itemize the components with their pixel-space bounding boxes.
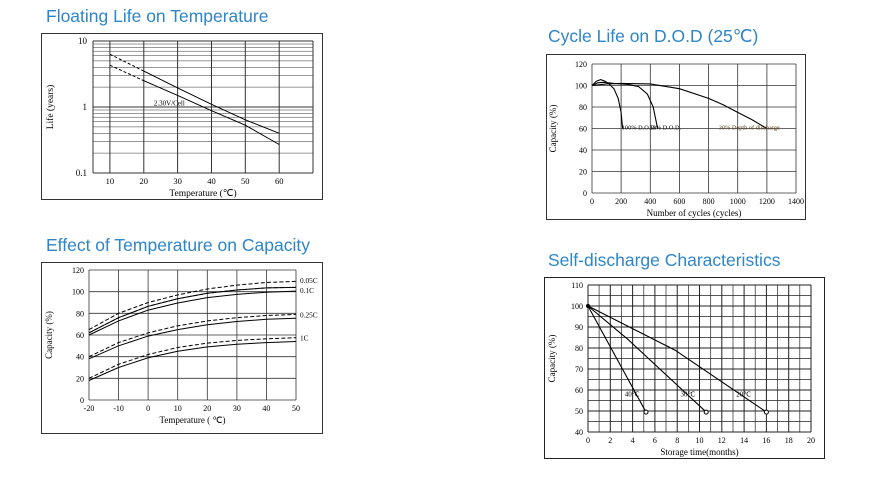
svg-text:20: 20 xyxy=(807,436,815,445)
svg-text:800: 800 xyxy=(703,197,715,206)
svg-text:40℃: 40℃ xyxy=(625,390,640,398)
svg-text:0.05C: 0.05C xyxy=(300,276,318,285)
svg-text:4: 4 xyxy=(631,436,635,445)
svg-text:40: 40 xyxy=(76,353,84,362)
svg-text:Storage time(months): Storage time(months) xyxy=(660,447,738,457)
svg-text:0: 0 xyxy=(586,436,590,445)
svg-text:0.1: 0.1 xyxy=(76,168,87,178)
svg-text:Number of cycles (cycles): Number of cycles (cycles) xyxy=(647,208,742,218)
svg-text:60: 60 xyxy=(575,386,583,395)
svg-text:20: 20 xyxy=(140,176,149,186)
svg-text:10: 10 xyxy=(696,436,704,445)
svg-text:50: 50 xyxy=(292,404,300,413)
svg-text:100: 100 xyxy=(575,82,587,91)
svg-text:110: 110 xyxy=(571,281,583,290)
svg-text:20: 20 xyxy=(203,404,211,413)
svg-text:20: 20 xyxy=(579,168,587,177)
svg-text:8: 8 xyxy=(675,436,679,445)
svg-text:60: 60 xyxy=(579,125,587,134)
svg-text:600: 600 xyxy=(673,197,685,206)
svg-text:0: 0 xyxy=(590,197,594,206)
svg-text:60: 60 xyxy=(76,331,84,340)
svg-text:1400: 1400 xyxy=(788,197,804,206)
svg-text:30% Depth of discharge: 30% Depth of discharge xyxy=(719,125,780,132)
svg-text:10: 10 xyxy=(78,36,88,46)
svg-text:Capacity (%): Capacity (%) xyxy=(44,311,54,359)
svg-text:40: 40 xyxy=(575,428,583,437)
svg-text:80: 80 xyxy=(579,103,587,112)
svg-text:1: 1 xyxy=(83,102,88,112)
svg-text:Temperature ( ℃): Temperature ( ℃) xyxy=(160,415,226,425)
svg-text:50: 50 xyxy=(241,176,250,186)
svg-text:50% D.O.D.: 50% D.O.D. xyxy=(650,125,682,132)
svg-text:12: 12 xyxy=(718,436,726,445)
svg-text:1200: 1200 xyxy=(759,197,775,206)
svg-text:1000: 1000 xyxy=(730,197,746,206)
svg-text:30: 30 xyxy=(173,176,182,186)
svg-text:200: 200 xyxy=(615,197,627,206)
svg-text:Capacity (%): Capacity (%) xyxy=(547,335,557,383)
svg-text:20: 20 xyxy=(76,374,84,383)
svg-text:30℃: 30℃ xyxy=(681,390,696,398)
svg-text:100: 100 xyxy=(72,288,84,297)
svg-text:0.1C: 0.1C xyxy=(300,286,314,295)
svg-text:70: 70 xyxy=(575,365,583,374)
svg-text:Temperature (℃): Temperature (℃) xyxy=(169,188,236,199)
svg-text:-10: -10 xyxy=(113,404,124,413)
svg-text:16: 16 xyxy=(762,436,770,445)
svg-text:18: 18 xyxy=(785,436,793,445)
svg-text:2: 2 xyxy=(608,436,612,445)
svg-text:0: 0 xyxy=(146,404,150,413)
svg-text:6: 6 xyxy=(653,436,657,445)
svg-text:80: 80 xyxy=(76,309,84,318)
svg-text:50: 50 xyxy=(575,407,583,416)
svg-text:20℃: 20℃ xyxy=(736,390,751,398)
svg-text:90: 90 xyxy=(575,323,583,332)
svg-text:30: 30 xyxy=(233,404,241,413)
svg-text:40: 40 xyxy=(262,404,270,413)
svg-text:40: 40 xyxy=(579,146,587,155)
svg-text:2.30V/Cell: 2.30V/Cell xyxy=(154,100,185,108)
svg-text:Life (years): Life (years) xyxy=(45,85,56,130)
svg-text:10: 10 xyxy=(106,176,115,186)
svg-text:120: 120 xyxy=(72,266,84,275)
svg-text:40: 40 xyxy=(207,176,216,186)
svg-text:60: 60 xyxy=(275,176,284,186)
svg-text:100: 100 xyxy=(571,302,583,311)
svg-text:Capacity (%): Capacity (%) xyxy=(548,105,558,153)
svg-text:0: 0 xyxy=(583,189,587,198)
svg-text:-20: -20 xyxy=(84,404,95,413)
svg-text:400: 400 xyxy=(644,197,656,206)
svg-text:10: 10 xyxy=(174,404,182,413)
svg-text:120: 120 xyxy=(575,60,587,69)
svg-text:0.25C: 0.25C xyxy=(300,310,318,319)
svg-text:14: 14 xyxy=(740,436,748,445)
svg-text:1C: 1C xyxy=(300,334,309,343)
svg-text:80: 80 xyxy=(575,344,583,353)
